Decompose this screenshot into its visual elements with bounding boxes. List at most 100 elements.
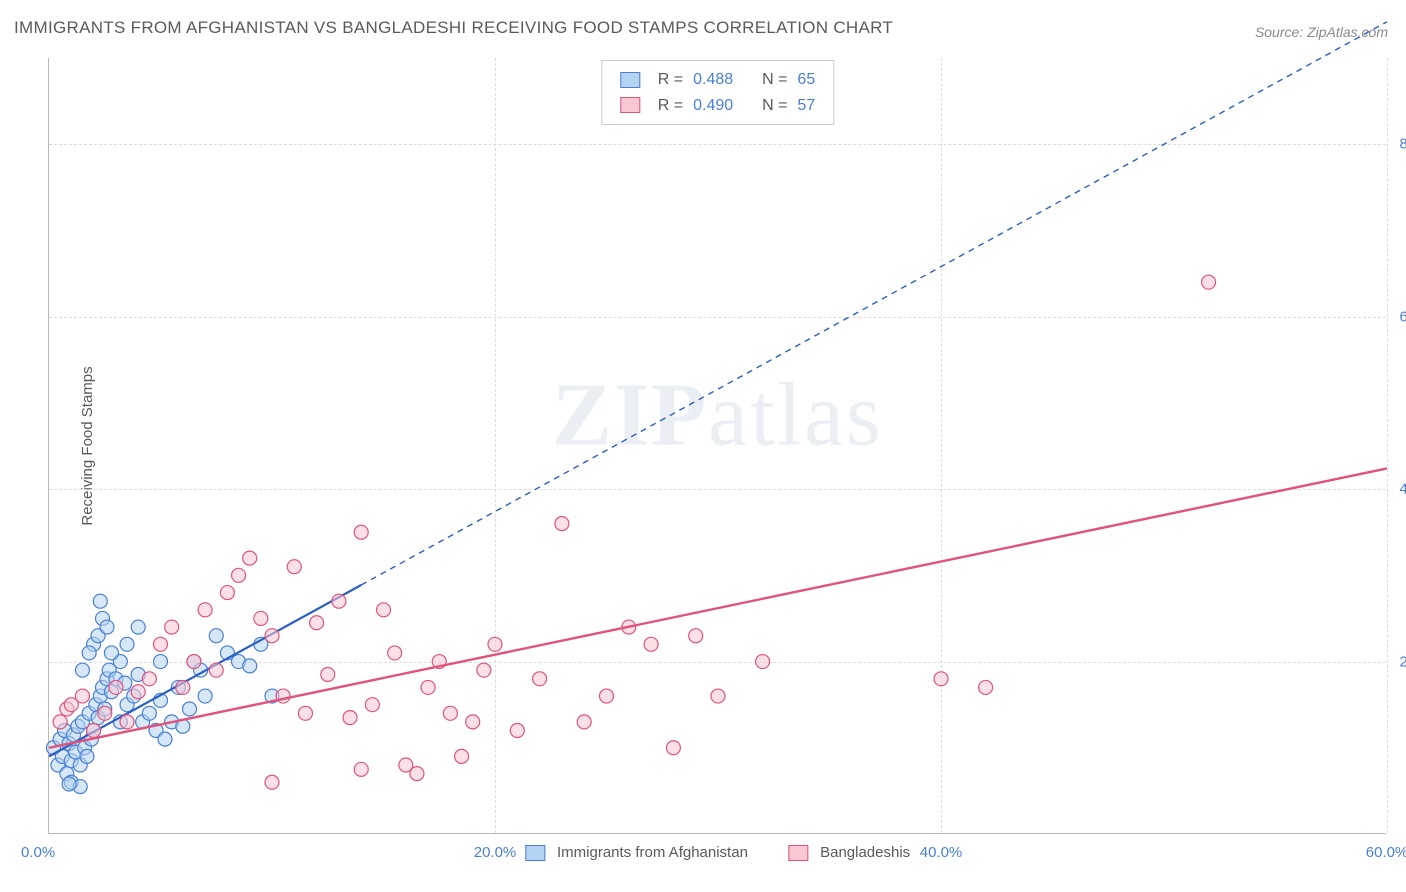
scatter-point-bangladeshi xyxy=(455,749,469,763)
x-tick-label: 60.0% xyxy=(1366,844,1406,861)
scatter-point-afghanistan xyxy=(104,646,118,660)
scatter-point-bangladeshi xyxy=(254,611,268,625)
scatter-point-bangladeshi xyxy=(443,706,457,720)
scatter-point-bangladeshi xyxy=(1202,275,1216,289)
scatter-point-bangladeshi xyxy=(365,698,379,712)
scatter-point-afghanistan xyxy=(93,594,107,608)
x-tick-label: 0.0% xyxy=(21,844,55,861)
y-tick-label: 20.0% xyxy=(1399,653,1406,670)
scatter-point-afghanistan xyxy=(120,637,134,651)
scatter-point-bangladeshi xyxy=(354,762,368,776)
scatter-point-afghanistan xyxy=(131,620,145,634)
scatter-point-bangladeshi xyxy=(198,603,212,617)
correlation-legend: R = 0.488 N = 65 R = 0.490 N = 57 xyxy=(601,60,834,125)
r-value: 0.490 xyxy=(693,93,733,119)
scatter-point-bangladeshi xyxy=(477,663,491,677)
scatter-point-bangladeshi xyxy=(600,689,614,703)
scatter-point-afghanistan xyxy=(80,749,94,763)
scatter-point-afghanistan xyxy=(158,732,172,746)
scatter-point-bangladeshi xyxy=(131,685,145,699)
scatter-point-bangladeshi xyxy=(689,629,703,643)
y-tick-label: 60.0% xyxy=(1399,308,1406,325)
scatter-point-bangladeshi xyxy=(332,594,346,608)
scatter-point-bangladeshi xyxy=(165,620,179,634)
scatter-point-bangladeshi xyxy=(310,616,324,630)
scatter-point-bangladeshi xyxy=(533,672,547,686)
scatter-point-bangladeshi xyxy=(388,646,402,660)
scatter-point-bangladeshi xyxy=(321,667,335,681)
scatter-point-bangladeshi xyxy=(934,672,948,686)
scatter-point-bangladeshi xyxy=(666,741,680,755)
swatch-afghanistan xyxy=(620,72,640,88)
series-legend: Immigrants from Afghanistan Bangladeshis xyxy=(525,844,910,861)
r-value: 0.488 xyxy=(693,67,733,93)
scatter-point-afghanistan xyxy=(62,777,76,791)
scatter-point-bangladeshi xyxy=(421,680,435,694)
scatter-point-bangladeshi xyxy=(577,715,591,729)
scatter-svg xyxy=(49,58,1386,833)
scatter-point-bangladeshi xyxy=(488,637,502,651)
legend-label: Bangladeshis xyxy=(820,844,910,861)
scatter-point-bangladeshi xyxy=(343,711,357,725)
legend-item-afghanistan: Immigrants from Afghanistan xyxy=(525,844,748,861)
scatter-point-afghanistan xyxy=(198,689,212,703)
scatter-point-bangladeshi xyxy=(120,715,134,729)
scatter-point-afghanistan xyxy=(243,659,257,673)
gridline-vertical xyxy=(1387,58,1388,833)
scatter-point-bangladeshi xyxy=(555,517,569,531)
y-tick-label: 80.0% xyxy=(1399,136,1406,153)
scatter-point-afghanistan xyxy=(82,646,96,660)
scatter-point-bangladeshi xyxy=(176,680,190,694)
scatter-point-bangladeshi xyxy=(644,637,658,651)
scatter-point-bangladeshi xyxy=(187,655,201,669)
correlation-row-afghanistan: R = 0.488 N = 65 xyxy=(620,67,815,93)
scatter-point-bangladeshi xyxy=(979,680,993,694)
scatter-point-bangladeshi xyxy=(354,525,368,539)
n-label: N = xyxy=(762,93,787,119)
scatter-point-afghanistan xyxy=(75,663,89,677)
scatter-point-bangladeshi xyxy=(243,551,257,565)
scatter-point-bangladeshi xyxy=(209,663,223,677)
swatch-afghanistan xyxy=(525,845,545,861)
scatter-point-bangladeshi xyxy=(410,767,424,781)
scatter-point-afghanistan xyxy=(182,702,196,716)
legend-label: Immigrants from Afghanistan xyxy=(557,844,748,861)
scatter-point-bangladeshi xyxy=(711,689,725,703)
correlation-row-bangladeshi: R = 0.490 N = 57 xyxy=(620,93,815,119)
scatter-point-bangladeshi xyxy=(265,775,279,789)
scatter-point-bangladeshi xyxy=(298,706,312,720)
chart-title: IMMIGRANTS FROM AFGHANISTAN VS BANGLADES… xyxy=(14,18,893,38)
scatter-point-bangladeshi xyxy=(377,603,391,617)
swatch-bangladeshi xyxy=(620,97,640,113)
scatter-point-afghanistan xyxy=(209,629,223,643)
scatter-point-afghanistan xyxy=(142,706,156,720)
x-tick-label: 40.0% xyxy=(920,844,963,861)
scatter-point-bangladeshi xyxy=(756,655,770,669)
scatter-point-bangladeshi xyxy=(220,586,234,600)
swatch-bangladeshi xyxy=(788,845,808,861)
scatter-point-bangladeshi xyxy=(466,715,480,729)
trendline-bangladeshi xyxy=(49,468,1387,747)
scatter-point-bangladeshi xyxy=(232,568,246,582)
legend-item-bangladeshi: Bangladeshis xyxy=(788,844,910,861)
scatter-point-bangladeshi xyxy=(109,680,123,694)
r-label: R = xyxy=(658,93,683,119)
chart-plot-area: ZIPatlas 20.0%40.0%60.0%80.0%0.0%20.0%40… xyxy=(48,58,1386,834)
source-label: Source: xyxy=(1255,24,1303,40)
n-value: 65 xyxy=(797,67,815,93)
scatter-point-bangladeshi xyxy=(87,724,101,738)
r-label: R = xyxy=(658,67,683,93)
scatter-point-afghanistan xyxy=(100,620,114,634)
scatter-point-bangladeshi xyxy=(287,560,301,574)
scatter-point-afghanistan xyxy=(154,655,168,669)
scatter-point-bangladeshi xyxy=(265,629,279,643)
scatter-point-bangladeshi xyxy=(510,724,524,738)
scatter-point-bangladeshi xyxy=(154,637,168,651)
x-tick-label: 20.0% xyxy=(474,844,517,861)
y-tick-label: 40.0% xyxy=(1399,481,1406,498)
scatter-point-bangladeshi xyxy=(75,689,89,703)
scatter-point-bangladeshi xyxy=(53,715,67,729)
scatter-point-bangladeshi xyxy=(98,706,112,720)
source-value: ZipAtlas.com xyxy=(1307,24,1388,40)
scatter-point-bangladeshi xyxy=(142,672,156,686)
